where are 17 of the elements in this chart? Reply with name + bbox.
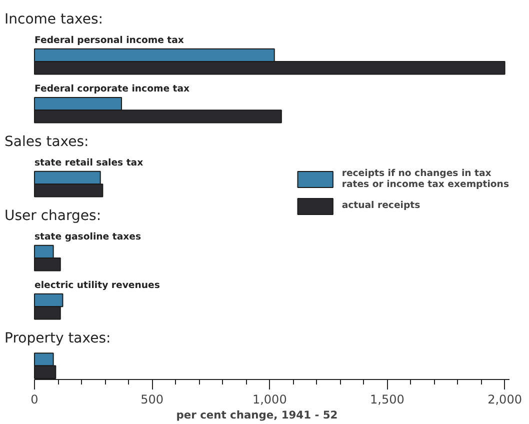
y-tick-label: state retail sales tax <box>34 157 144 168</box>
x-tick-label: 500 <box>140 392 164 406</box>
x-tick-label: 2,000 <box>488 392 522 406</box>
y-tick-label: electric utility revenues <box>34 280 160 291</box>
y-tick-label: state gasoline taxes <box>34 231 142 242</box>
legend-label: actual receipts <box>342 200 420 211</box>
y-tick-label: Federal personal income tax <box>34 34 184 46</box>
legend-label: receipts if no changes in tax rates or income tax exemptions <box>342 168 509 190</box>
x-tick-label: 1,000 <box>252 392 287 406</box>
y-tick-label: Federal corporate income tax <box>34 84 190 95</box>
annotation: User charges: <box>4 208 102 224</box>
x-tick-label: 0 <box>30 392 38 406</box>
annotation: Sales taxes: <box>4 134 89 150</box>
x-axis-title: per cent change, 1941 - 52 <box>176 408 338 422</box>
x-tick-label: 1,500 <box>370 392 404 406</box>
text: Income taxes: <box>4 11 104 28</box>
annotation: Property taxes: <box>4 330 111 346</box>
